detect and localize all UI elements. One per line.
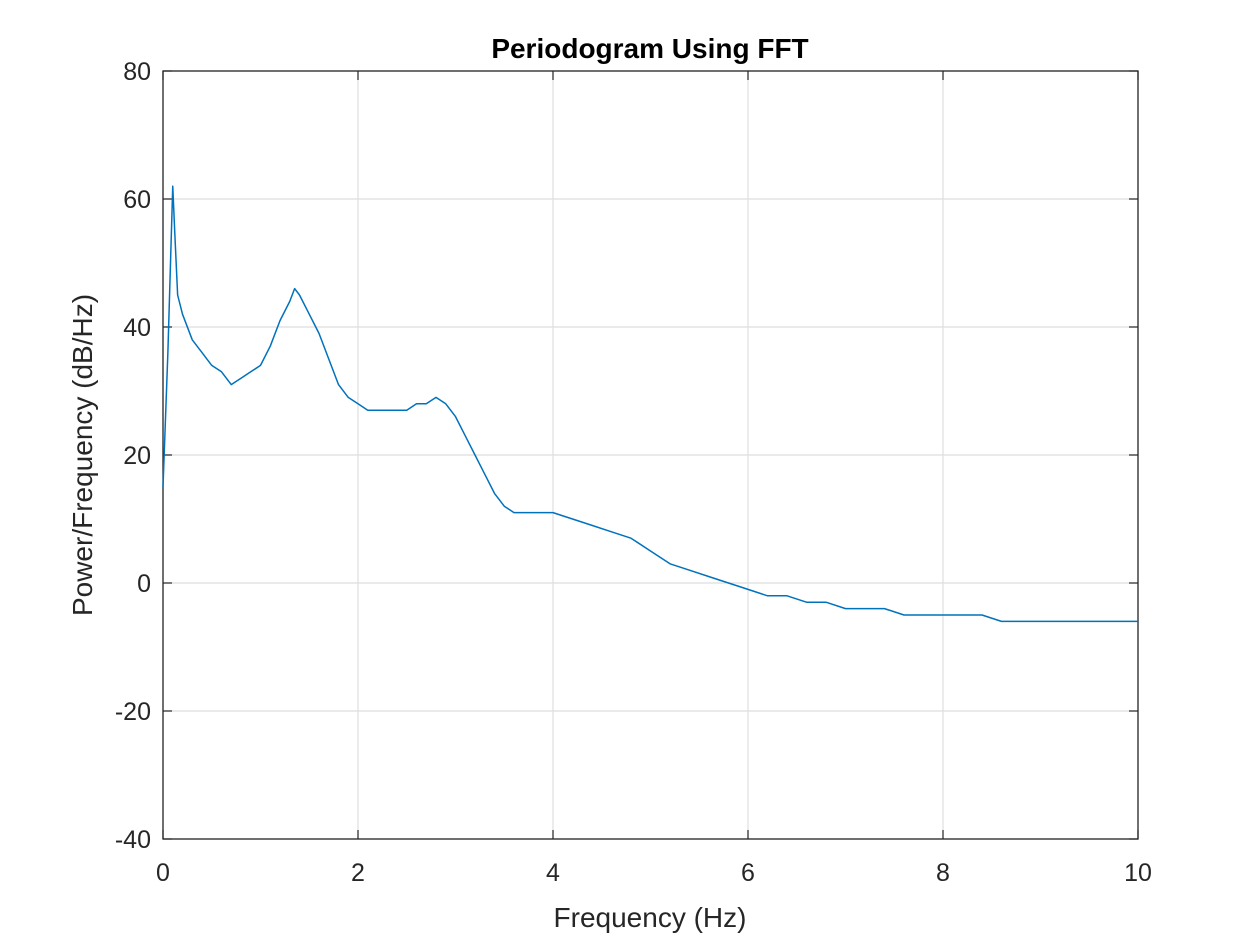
grid-layer	[162, 70, 1139, 840]
y-tick-label: 0	[137, 570, 151, 598]
y-tick-label: -40	[115, 826, 151, 854]
x-tick-label: 0	[156, 859, 170, 887]
ticks-layer	[162, 70, 1139, 840]
labels-layer: 0 2 4 6 8 10 -40 -20 0 20 40 60 80	[115, 58, 1152, 887]
chart-title: Periodogram Using FFT	[491, 33, 808, 64]
y-tick-label: 40	[123, 314, 151, 342]
y-tick-label: 80	[123, 58, 151, 86]
y-tick-label: -20	[115, 698, 151, 726]
x-tick-label: 8	[936, 859, 950, 887]
x-tick-label: 6	[741, 859, 755, 887]
y-tick-label: 60	[123, 186, 151, 214]
x-tick-label: 4	[546, 859, 560, 887]
y-tick-label: 20	[123, 442, 151, 470]
x-axis-label: Frequency (Hz)	[554, 902, 747, 933]
y-axis-label: Power/Frequency (dB/Hz)	[67, 294, 98, 616]
series-layer	[162, 185, 1138, 623]
series-line	[162, 185, 1138, 623]
x-tick-label: 2	[351, 859, 365, 887]
x-tick-label: 10	[1124, 859, 1152, 887]
